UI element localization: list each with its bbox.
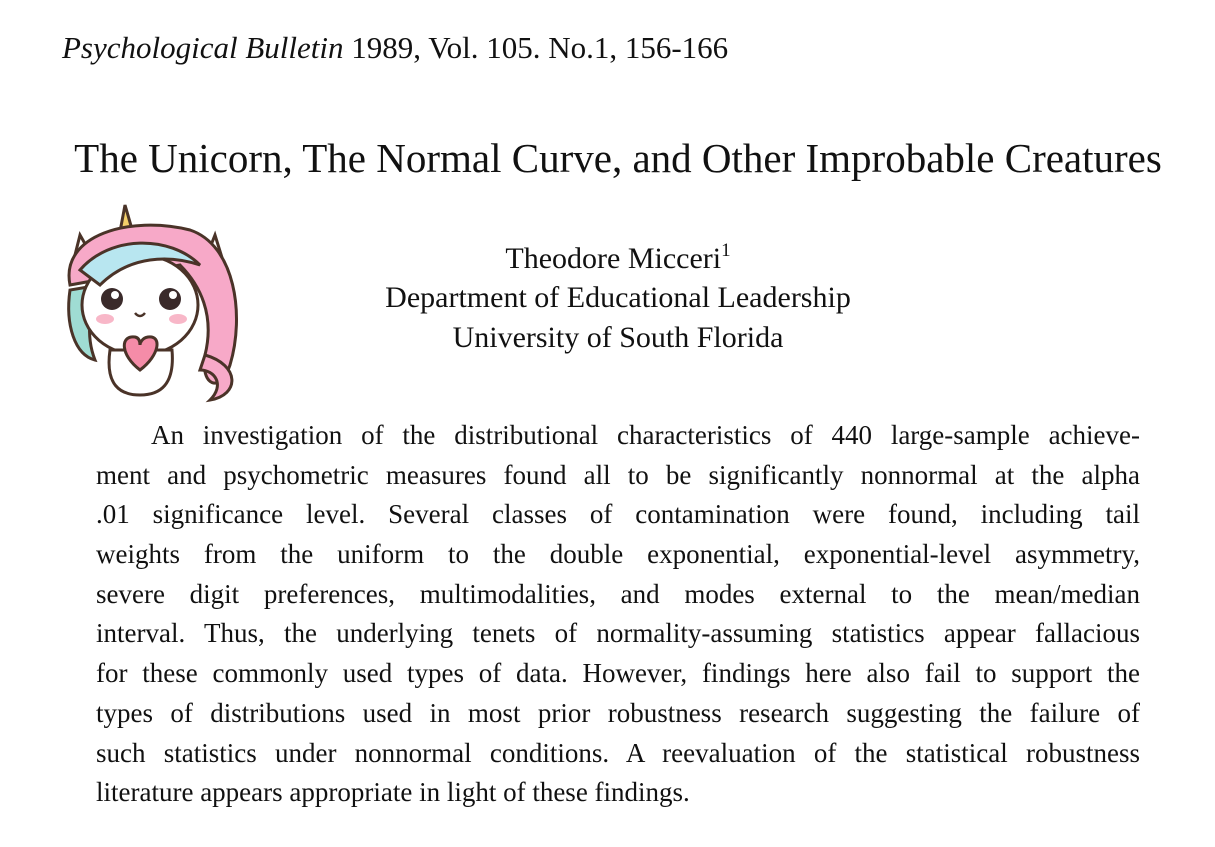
abstract-line: severe digit preferences, multimodalitie… [96,578,1140,609]
footnote-mark: 1 [721,240,731,261]
abstract-line: An investigation of the distributional c… [151,420,1140,450]
department: Department of Educational Leadership [385,281,851,314]
unicorn-illustration [67,204,239,403]
abstract-line: for these commonly used types of data. H… [96,658,1140,689]
abstract-line: weights from the uniform to the double e… [96,539,1140,570]
abstract-line: interval. Thus, the underlying tenets of… [96,618,1140,649]
journal-name: Psychological Bulletin [62,30,344,65]
abstract-line: types of distributions used in most prio… [96,697,1140,728]
abstract-line: ment and psychometric measures found all… [96,459,1140,490]
abstract-line: .01 significance level. Several classes … [96,499,1140,530]
paper-title: The Unicorn, The Normal Curve, and Other… [74,135,1162,181]
journal-line: Psychological Bulletin 1989, Vol. 105. N… [62,30,728,66]
abstract: An investigation of the distributional c… [96,416,1140,813]
abstract-line: literature appears appropriate in light … [96,777,690,808]
author-line: Theodore Micceri1 [318,240,918,276]
university: University of South Florida [452,321,784,354]
author-name: Theodore Micceri [505,242,722,275]
abstract-line: such statistics under nonnormal conditio… [96,737,1140,768]
citation: 1989, Vol. 105. No.1, 156-166 [351,30,729,65]
